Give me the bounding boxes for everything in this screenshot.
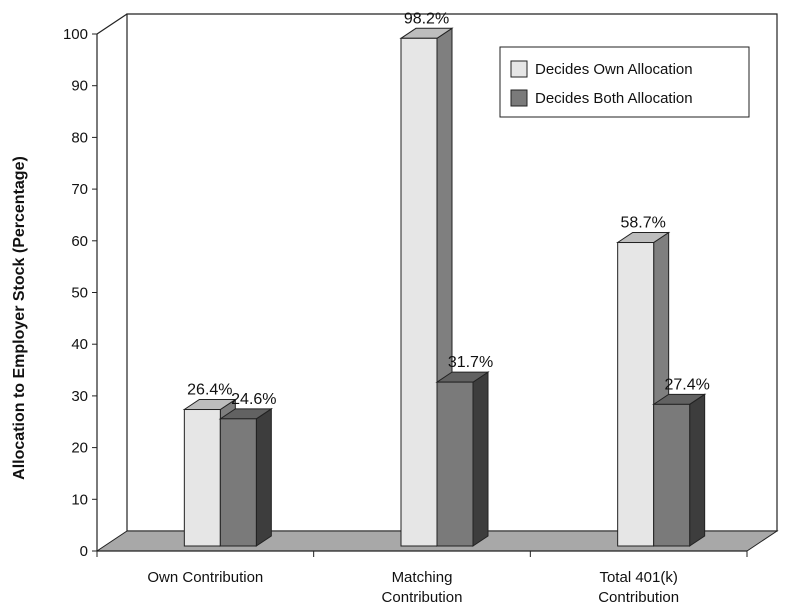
category-label: Contribution <box>598 589 679 606</box>
bar-side <box>255 407 272 547</box>
data-label: 58.7% <box>620 215 665 232</box>
data-label: 31.7% <box>448 354 493 371</box>
x-axis-categories: Own Contribution Matching Contribution Tota… <box>96 551 748 606</box>
bar <box>218 407 273 547</box>
y-tick-label: 100 <box>63 26 88 43</box>
bar-side <box>689 393 706 547</box>
data-labels: 26.4% 98.2% 58.7% 24.6% 31.7% 27.4% <box>187 10 710 408</box>
legend-label: Decides Own Allocation <box>535 61 693 78</box>
y-tick-label: 30 <box>71 388 88 405</box>
legend-label: Decides Both Allocation <box>535 90 693 107</box>
bar-front <box>183 409 221 547</box>
y-tick-label: 50 <box>71 285 88 302</box>
y-axis-label: Allocation to Employer Stock (Percentage… <box>11 156 28 480</box>
bar-front <box>617 242 655 547</box>
y-tick-label: 0 <box>80 543 88 560</box>
data-label: 27.4% <box>664 376 709 393</box>
data-label: 26.4% <box>187 382 232 399</box>
y-axis-ticks: 0 10 20 30 40 50 60 70 80 90 100 <box>63 26 97 560</box>
y-tick-label: 70 <box>71 181 88 198</box>
bar-front <box>653 403 691 547</box>
category-label: Matching <box>392 569 453 586</box>
data-label: 98.2% <box>404 10 449 27</box>
bar-front <box>400 37 438 547</box>
legend: Decides Own Allocation Decides Both Alloc… <box>499 46 750 118</box>
legend-box <box>499 46 750 118</box>
y-tick-label: 20 <box>71 440 88 457</box>
y-tick-label: 90 <box>71 78 88 95</box>
bar <box>399 27 454 547</box>
y-tick-label: 40 <box>71 336 88 353</box>
y-tick-label: 60 <box>71 233 88 250</box>
legend-swatch <box>510 89 528 107</box>
category-label: Total 401(k) <box>599 569 677 586</box>
left-wall-top-edge <box>96 13 128 35</box>
bar-front <box>219 418 257 547</box>
bar <box>435 371 490 547</box>
category-label: Own Contribution <box>147 569 263 586</box>
legend-swatch <box>510 60 528 78</box>
bar-side <box>472 371 489 547</box>
bars <box>182 27 707 547</box>
bar <box>652 393 707 547</box>
y-tick-label: 80 <box>71 129 88 146</box>
category-label: Contribution <box>382 589 463 606</box>
bar-front <box>436 381 474 547</box>
y-tick-label: 10 <box>71 491 88 508</box>
data-label: 24.6% <box>231 391 276 408</box>
